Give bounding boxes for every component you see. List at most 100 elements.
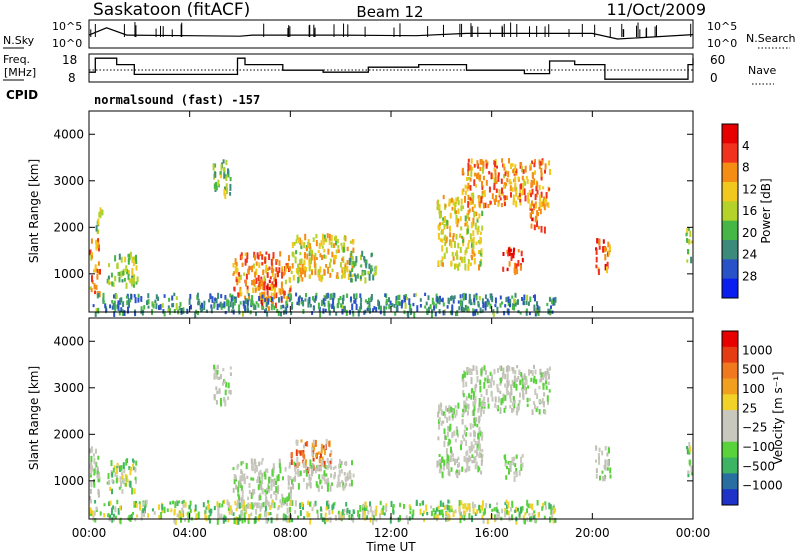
echo-cell [160, 512, 163, 519]
echo-cell [298, 450, 301, 454]
echo-cell [277, 474, 280, 481]
echo-cell [227, 382, 230, 389]
echo-cell [143, 511, 146, 518]
echo-cell [486, 298, 489, 305]
echo-cell [132, 261, 135, 267]
echo-cell [528, 369, 530, 376]
echo-cell [467, 209, 470, 215]
echo-cell [688, 450, 691, 455]
echo-cell [219, 374, 222, 380]
echo-cell [349, 271, 352, 278]
echo-cell [320, 447, 323, 453]
echo-cell [342, 306, 345, 312]
echo-cell [595, 459, 597, 463]
echo-cell [448, 415, 451, 421]
echo-cell [307, 243, 310, 248]
echo-cell [273, 491, 276, 495]
echo-cell [468, 513, 471, 519]
echo-cell [270, 502, 273, 509]
echo-cell [320, 452, 322, 458]
echo-cell [452, 297, 455, 304]
echo-cell [473, 258, 476, 265]
echo-cell [224, 399, 227, 407]
echo-cell [533, 375, 536, 382]
echo-cell [493, 507, 496, 512]
echo-cell [598, 447, 601, 453]
echo-cell [335, 275, 338, 279]
echo-cell [135, 281, 138, 285]
echo-cell [521, 188, 524, 196]
echo-cell [385, 306, 388, 310]
echo-cell [110, 511, 113, 516]
echo-cell [216, 390, 219, 395]
echo-cell [352, 241, 355, 245]
echo-cell [257, 476, 259, 483]
echo-cell [365, 262, 368, 269]
echo-cell [147, 293, 150, 299]
echo-cell [297, 276, 300, 284]
echo-cell [364, 277, 367, 284]
echo-cell [496, 509, 499, 514]
echo-cell [239, 289, 241, 294]
echo-cell [323, 295, 326, 301]
colorbar-swatch [722, 331, 738, 348]
echo-cell [437, 260, 440, 266]
echo-cell [546, 302, 549, 307]
echo-cell [548, 374, 550, 380]
echo-cell [278, 458, 281, 463]
echo-cell [314, 439, 317, 447]
echo-cell [288, 290, 291, 296]
echo-cell [511, 295, 514, 299]
echo-cell [225, 159, 228, 166]
echo-cell [255, 311, 257, 316]
echo-cell [295, 439, 298, 445]
echo-cell [472, 365, 475, 371]
echo-cell [96, 472, 99, 478]
echo-cell [131, 267, 134, 275]
echo-cell [100, 209, 103, 216]
echo-cell [351, 260, 354, 266]
echo-cell [244, 506, 247, 513]
echo-cell [305, 465, 308, 469]
echo-cell [477, 239, 480, 244]
echo-cell [341, 305, 344, 312]
echo-cell [547, 400, 549, 405]
echo-cell [541, 160, 544, 165]
echo-cell [597, 453, 600, 458]
colorbar-tick-label: −25 [742, 421, 767, 435]
echo-cell [339, 262, 342, 268]
echo-cell [258, 484, 261, 489]
echo-cell [410, 308, 413, 314]
echo-cell [179, 302, 182, 307]
echo-cell [474, 184, 477, 188]
echo-cell [503, 195, 506, 199]
echo-cell [525, 175, 528, 180]
echo-cell [131, 487, 134, 495]
echo-cell [311, 451, 314, 457]
echo-cell [216, 303, 219, 311]
echo-cell [359, 276, 362, 280]
echo-cell [389, 300, 392, 306]
echo-cell [547, 381, 550, 386]
echo-cell [478, 451, 481, 458]
echo-cell [163, 506, 166, 514]
echo-cell [481, 309, 484, 313]
echo-cell [311, 442, 314, 448]
echo-cell [487, 397, 490, 403]
echo-cell [360, 254, 362, 261]
y-tick-label: 2000 [53, 220, 84, 234]
echo-cell [500, 398, 503, 406]
echo-cell [222, 516, 225, 524]
echo-cell [512, 248, 515, 256]
echo-cell [295, 239, 298, 244]
echo-cell [261, 489, 264, 495]
echo-cell [501, 301, 503, 305]
echo-cell [458, 462, 461, 468]
echo-cell [490, 172, 493, 180]
echo-cell [277, 485, 280, 492]
echo-cell [311, 470, 313, 477]
echo-cell [481, 181, 483, 187]
echo-cell [348, 475, 351, 480]
echo-cell [442, 229, 444, 235]
echo-cell [460, 440, 463, 444]
